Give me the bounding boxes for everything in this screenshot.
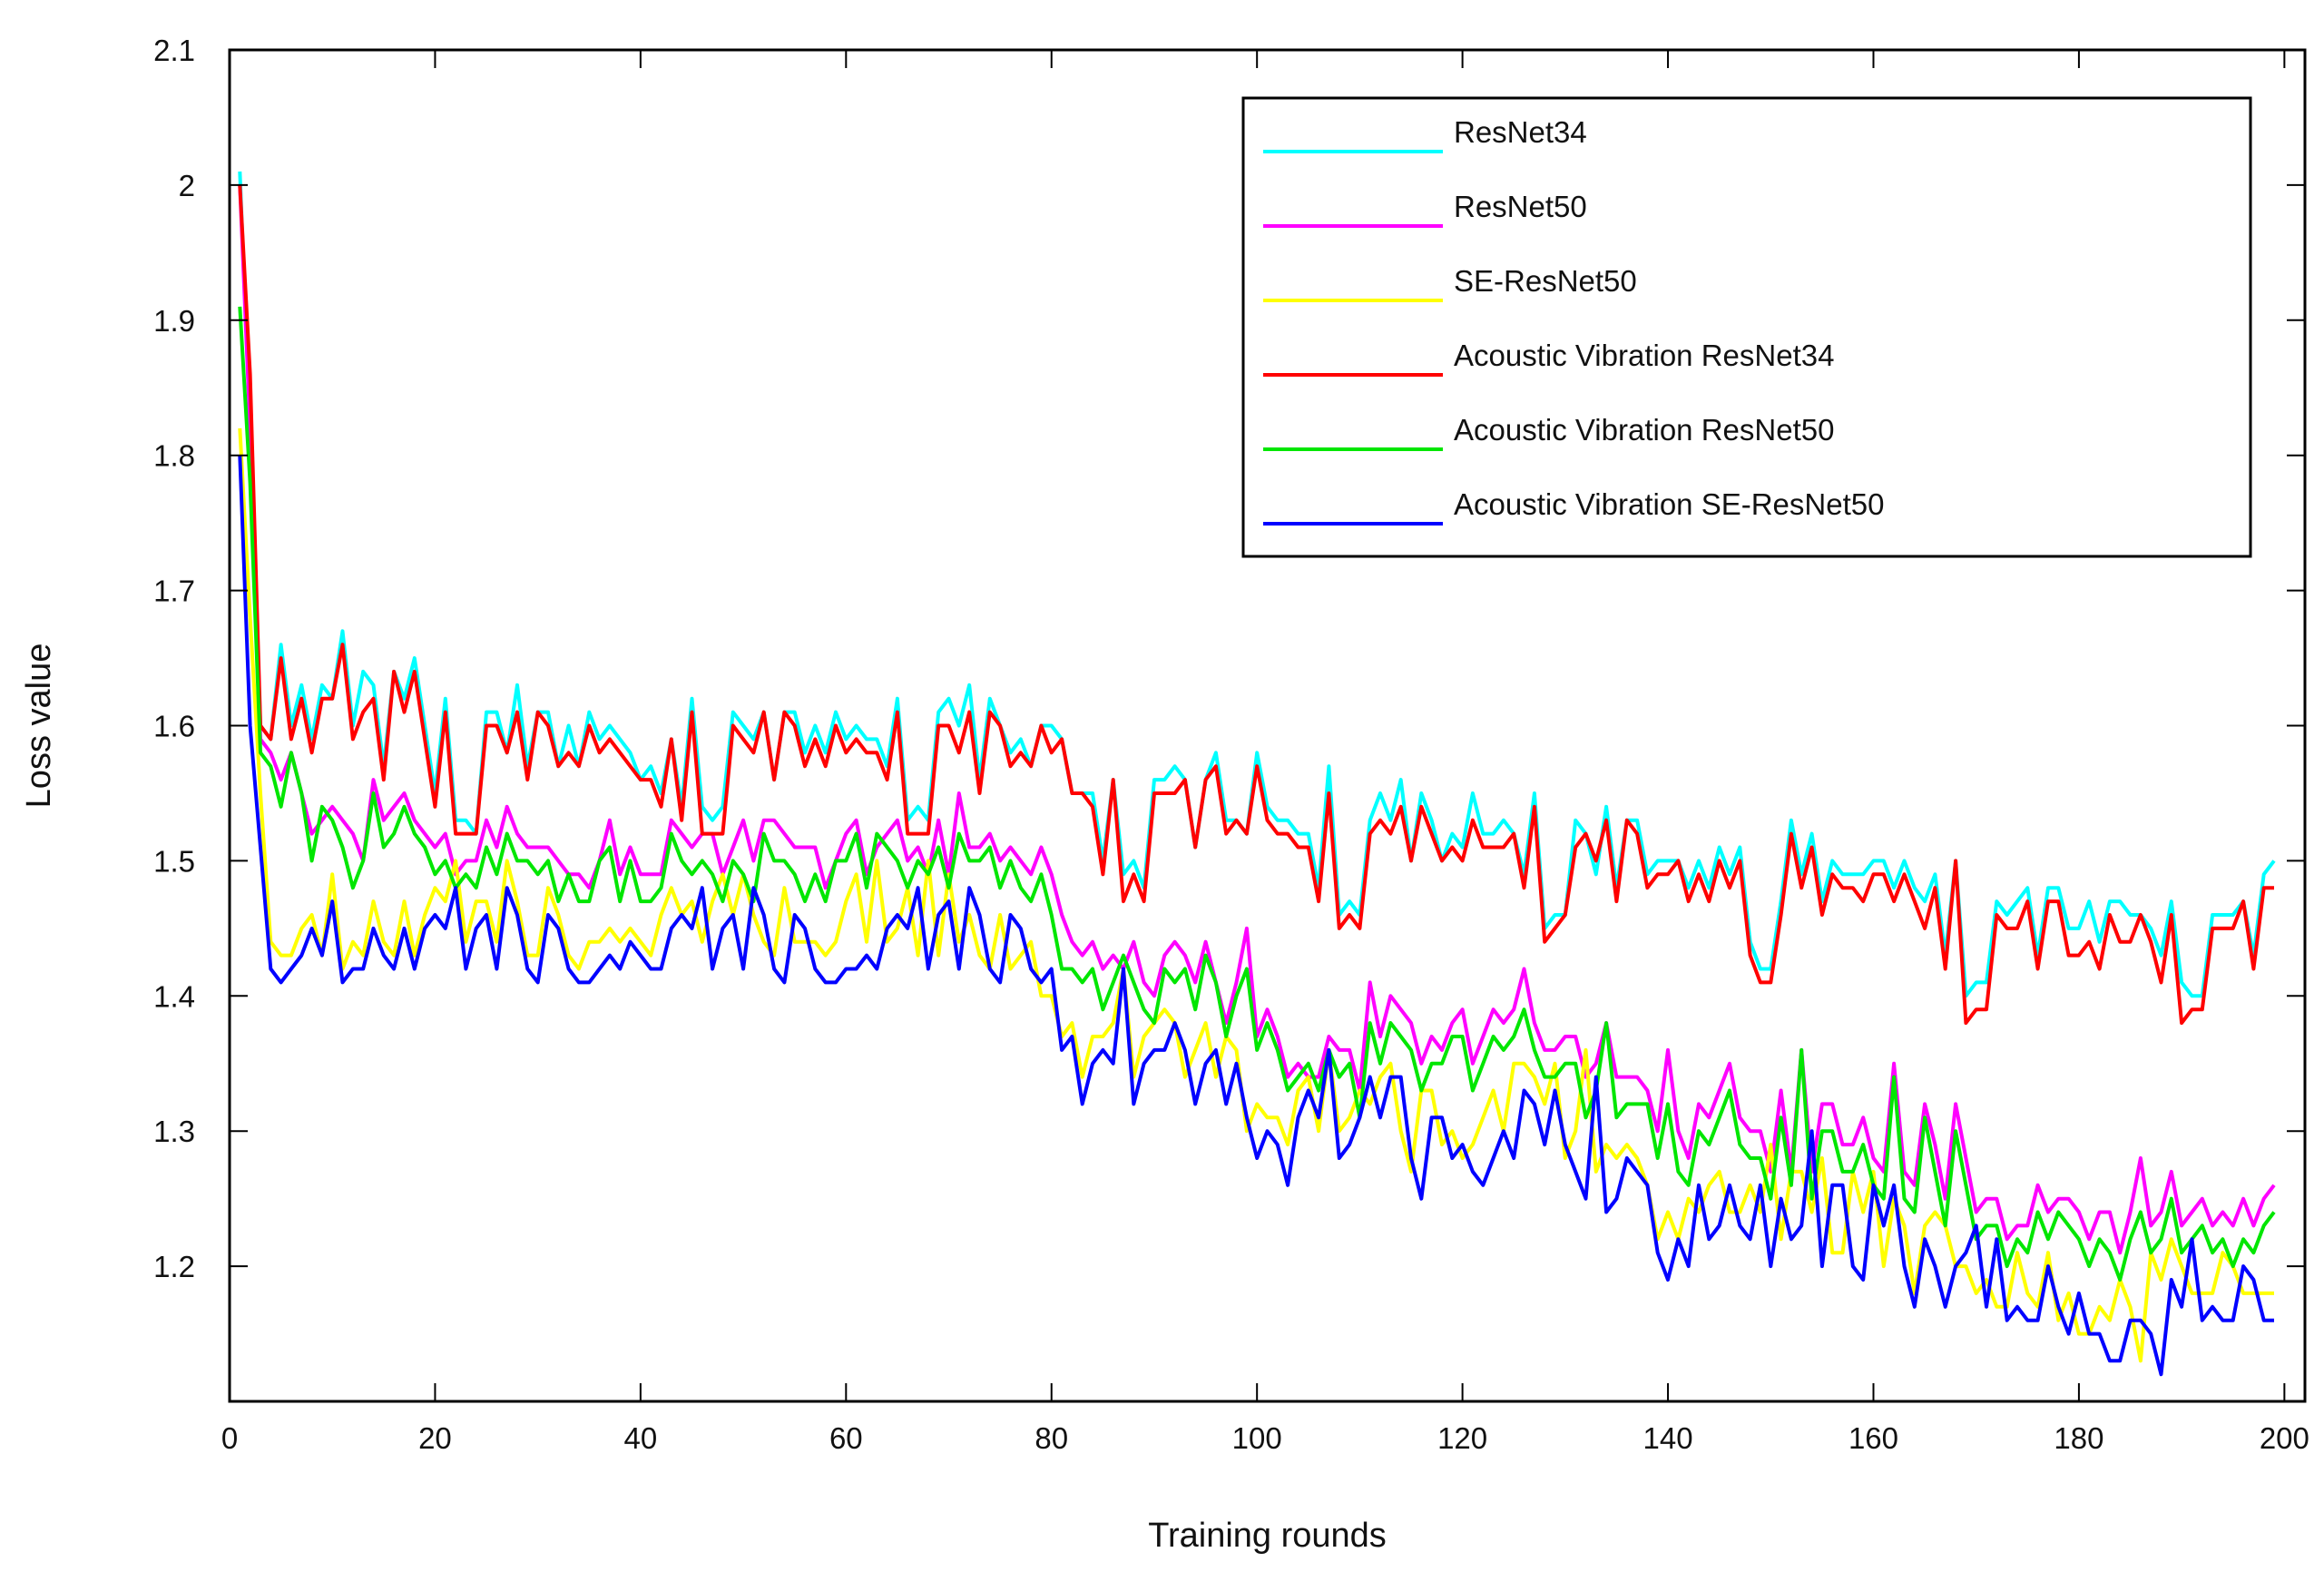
legend-box	[1241, 96, 2252, 558]
x-tick-label: 180	[2054, 1421, 2103, 1455]
series-line-4	[238, 184, 2274, 1026]
y-tick-label: 1.2	[153, 1250, 195, 1283]
y-tick-label: 1.4	[153, 979, 195, 1013]
x-tick-label: 160	[1848, 1421, 1898, 1455]
legend-label: ResNet34	[1454, 115, 1587, 149]
y-tick-label: 2	[179, 169, 195, 202]
y-tick-label: 1.5	[153, 844, 195, 878]
x-tick-label: 140	[1643, 1421, 1693, 1455]
y-tick-label: 1.7	[153, 575, 195, 608]
legend: ResNet34 ResNet50 SE-ResNet50 Acoustic Vibr…	[1241, 96, 2252, 558]
y-tick-label: 1.3	[153, 1115, 195, 1148]
x-tick-label: 80	[1035, 1421, 1068, 1455]
legend-label: ResNet50	[1454, 190, 1587, 223]
series-layer	[238, 171, 2276, 1377]
x-tick-label: 60	[829, 1421, 863, 1455]
x-tick-label: 20	[418, 1421, 452, 1455]
x-tick-label: 0	[221, 1421, 238, 1455]
x-axis-title: Training rounds	[1148, 1517, 1387, 1555]
series-line-3	[238, 427, 2274, 1363]
legend-label: Acoustic Vibration ResNet50	[1454, 413, 1834, 447]
tick-layer: 0 20 40 60 80 100 120 140 160 180 200 1.2 1.3 1.4 1.5 1…	[153, 34, 2309, 1455]
x-tick-label: 200	[2260, 1421, 2309, 1455]
y-tick-label: 2.1	[153, 34, 195, 67]
y-tick-label: 1.9	[153, 304, 195, 338]
legend-label: Acoustic Vibration ResNet34	[1454, 339, 1834, 372]
series-line-5	[238, 306, 2276, 1282]
series-line-6	[238, 455, 2274, 1377]
y-tick-label: 1.6	[153, 710, 195, 743]
legend-label: Acoustic Vibration SE-ResNet50	[1454, 487, 1884, 521]
y-axis-title: Loss value	[20, 644, 58, 809]
legend-label: SE-ResNet50	[1454, 264, 1637, 298]
x-tick-label: 100	[1232, 1421, 1282, 1455]
x-tick-label: 120	[1437, 1421, 1487, 1455]
y-tick-label: 1.8	[153, 439, 195, 473]
x-tick-label: 40	[624, 1421, 658, 1455]
